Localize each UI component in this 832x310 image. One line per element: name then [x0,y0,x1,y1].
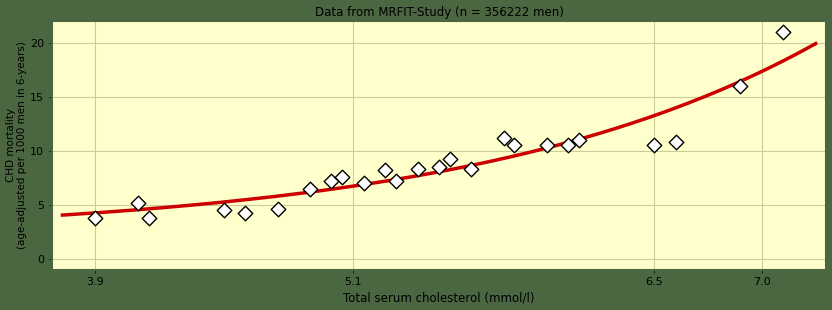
Point [540,143,553,148]
Point [131,200,145,205]
Point [497,135,510,140]
Point [562,143,575,148]
Title: Data from MRFIT-Study (n = 356222 men): Data from MRFIT-Study (n = 356222 men) [314,6,563,19]
Point [669,140,682,144]
Point [433,165,446,170]
Point [647,143,661,148]
Point [777,29,790,34]
Point [443,157,457,162]
Y-axis label: CHD mortality
(age-adjusted per 1000 men in 6-years): CHD mortality (age-adjusted per 1000 men… [6,42,27,249]
Point [271,207,285,212]
Point [324,179,338,184]
Point [88,215,102,220]
Point [411,167,424,172]
Point [217,208,230,213]
Point [304,186,317,191]
Point [572,138,586,143]
Point [508,143,521,148]
X-axis label: Total serum cholesterol (mmol/l): Total serum cholesterol (mmol/l) [344,291,535,304]
Point [389,179,403,184]
Point [734,83,747,88]
Point [335,174,349,179]
Point [379,168,392,173]
Point [239,211,252,216]
Point [465,167,478,172]
Point [142,215,156,220]
Point [357,181,370,186]
